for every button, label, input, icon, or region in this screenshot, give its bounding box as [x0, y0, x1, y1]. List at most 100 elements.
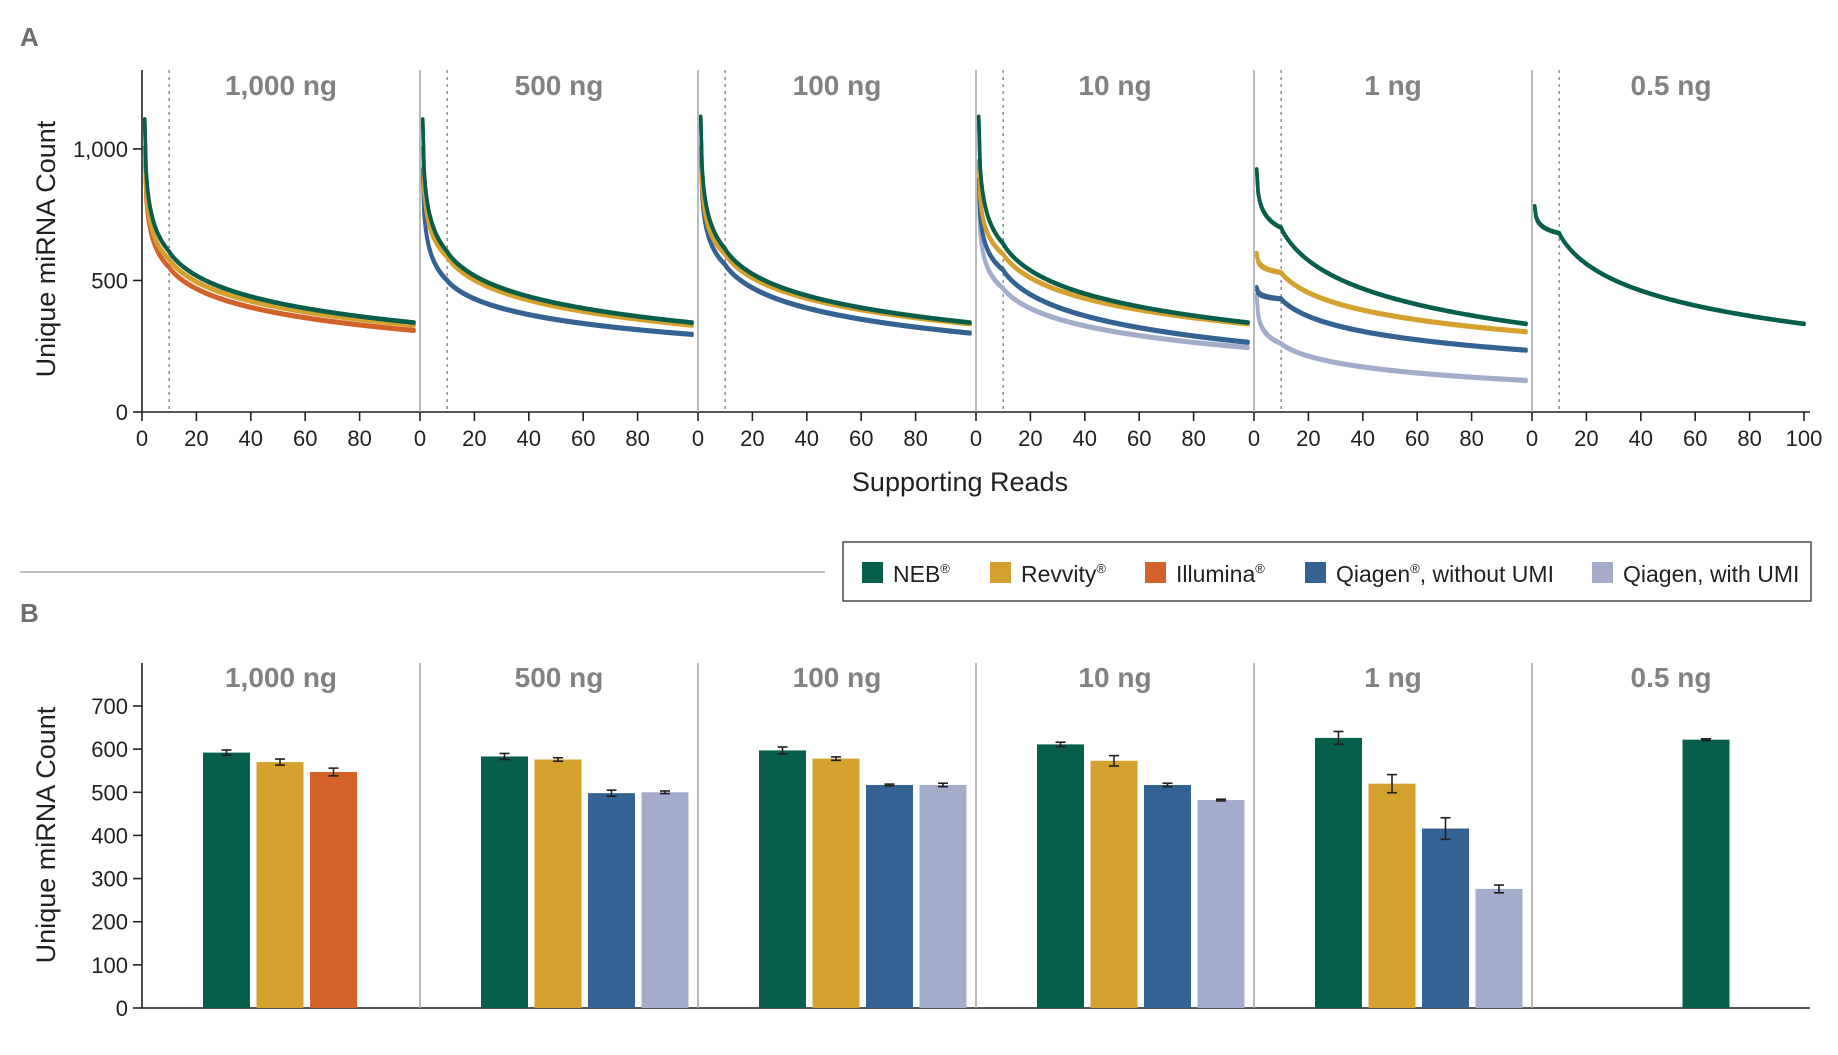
series-line-neb — [698, 114, 972, 324]
bar-revvity — [1090, 760, 1138, 1008]
x-tick-label-a: 20 — [1018, 426, 1042, 451]
x-tick-label-a: 40 — [795, 426, 819, 451]
x-tick-label-a: 0 — [1248, 426, 1260, 451]
series-line-revvity — [976, 158, 1250, 325]
facet-title-a: 100 ng — [793, 70, 882, 101]
y-tick-label-a: 0 — [116, 400, 128, 425]
x-tick-label-a: 40 — [1073, 426, 1097, 451]
x-tick-label-a: 40 — [1351, 426, 1375, 451]
series-line-qiagen_noumi — [420, 169, 694, 337]
y-tick-label-b: 100 — [91, 953, 128, 978]
y-tick-label-b: 700 — [91, 694, 128, 719]
series-line-qiagen_noumi — [698, 153, 972, 336]
series-line-revvity — [142, 148, 416, 328]
bar-qiagen_noumi — [866, 784, 913, 1008]
bar-revvity — [256, 762, 304, 1008]
y-tick-label-b: 200 — [91, 910, 128, 935]
panel-letter-b: B — [20, 598, 39, 628]
x-tick-label-a: 20 — [1574, 426, 1598, 451]
series-line-neb — [142, 119, 416, 325]
series-line-qiagen_umi — [976, 196, 1250, 351]
facet-title-a: 1 ng — [1364, 70, 1422, 101]
bar-neb — [203, 752, 250, 1008]
x-tick-label-a: 20 — [740, 426, 764, 451]
legend-label-neb: NEB® — [893, 561, 950, 587]
facet-title-a: 1,000 ng — [225, 70, 337, 101]
x-tick-label-a: 20 — [462, 426, 486, 451]
legend-label-revvity: Revvity® — [1021, 561, 1106, 587]
x-tick-label-a: 80 — [1181, 426, 1205, 451]
bar-qiagen_umi — [1197, 800, 1245, 1008]
x-tick-label-a: 60 — [571, 426, 595, 451]
x-tick-label-a: 0 — [136, 426, 148, 451]
bar-qiagen_umi — [919, 784, 967, 1008]
series-line-illumina — [142, 153, 416, 334]
series-line-qiagen_noumi — [1254, 288, 1528, 353]
series-line-revvity — [698, 148, 972, 327]
bar-neb — [759, 750, 806, 1008]
x-tick-label-a: 0 — [414, 426, 426, 451]
x-tick-label-a: 60 — [1127, 426, 1151, 451]
series-line-neb — [1254, 169, 1528, 327]
x-tick-label-a: 20 — [184, 426, 208, 451]
x-tick-label-a: 40 — [239, 426, 263, 451]
group-title-b: 10 ng — [1078, 662, 1151, 693]
bar-revvity — [534, 759, 582, 1008]
series-line-neb — [142, 117, 416, 324]
x-tick-label-a: 60 — [1405, 426, 1429, 451]
series-line-neb — [1532, 203, 1806, 326]
group-title-b: 0.5 ng — [1631, 662, 1712, 693]
y-tick-label-a: 500 — [91, 268, 128, 293]
series-line-neb — [976, 116, 1250, 325]
legend-swatch-illumina — [1145, 562, 1166, 583]
x-tick-label-a: 80 — [625, 426, 649, 451]
y-tick-label-b: 0 — [116, 996, 128, 1021]
bar-qiagen_noumi — [588, 793, 635, 1008]
bar-revvity — [1368, 783, 1416, 1008]
x-tick-label-a: 80 — [1737, 426, 1761, 451]
legend-swatch-qiagen_noumi — [1305, 562, 1326, 583]
bar-neb — [481, 756, 528, 1008]
bar-neb — [1315, 737, 1362, 1008]
series-line-neb — [420, 119, 694, 325]
series-line-qiagen_umi — [1254, 296, 1528, 384]
facet-title-a: 500 ng — [515, 70, 604, 101]
bar-qiagen_umi — [641, 792, 689, 1008]
facet-title-a: 0.5 ng — [1631, 70, 1712, 101]
bar-illumina — [310, 772, 357, 1008]
series-line-revvity — [698, 145, 972, 325]
panel-letter-a: A — [20, 22, 39, 52]
series-line-revvity — [420, 145, 694, 327]
legend-swatch-neb — [862, 562, 883, 583]
y-axis-title-a: Unique miRNA Count — [31, 120, 61, 377]
legend-swatch-qiagen_umi — [1592, 562, 1613, 583]
bar-neb — [1037, 744, 1084, 1008]
legend-label-illumina: Illumina® — [1176, 561, 1265, 587]
x-tick-label-a: 80 — [1459, 426, 1483, 451]
bar-neb — [1682, 739, 1730, 1008]
y-tick-label-b: 600 — [91, 737, 128, 762]
group-title-b: 1,000 ng — [225, 662, 337, 693]
series-line-qiagen_noumi — [976, 180, 1250, 345]
x-tick-label-a: 40 — [517, 426, 541, 451]
x-tick-label-a: 100 — [1786, 426, 1823, 451]
x-tick-label-a: 60 — [1683, 426, 1707, 451]
series-line-revvity — [420, 148, 694, 328]
bar-qiagen_umi — [1475, 888, 1523, 1008]
bar-qiagen_noumi — [1422, 828, 1469, 1008]
x-tick-label-a: 60 — [849, 426, 873, 451]
x-tick-label-a: 40 — [1629, 426, 1653, 451]
series-line-revvity — [142, 145, 416, 327]
series-line-neb — [698, 116, 972, 325]
x-tick-label-a: 20 — [1296, 426, 1320, 451]
series-line-neb — [1532, 206, 1806, 327]
y-tick-label-b: 400 — [91, 823, 128, 848]
y-tick-label-b: 500 — [91, 780, 128, 805]
bar-revvity — [812, 758, 860, 1008]
x-tick-label-a: 0 — [1526, 426, 1538, 451]
group-title-b: 500 ng — [515, 662, 604, 693]
legend-swatch-revvity — [990, 562, 1011, 583]
x-tick-label-a: 0 — [970, 426, 982, 451]
